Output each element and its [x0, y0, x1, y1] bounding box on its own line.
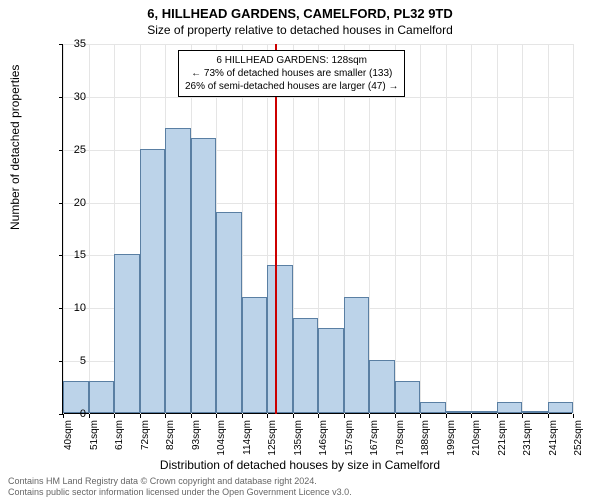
histogram-bar [344, 297, 370, 413]
footer-attribution: Contains HM Land Registry data © Crown c… [8, 476, 352, 498]
histogram-bar [293, 318, 319, 413]
histogram-bar [446, 411, 472, 413]
ytick-label: 15 [74, 249, 86, 261]
histogram-bar [471, 411, 497, 413]
ytick-label: 30 [74, 91, 86, 103]
xtick-label: 199sqm [446, 420, 457, 456]
histogram-bar [114, 254, 140, 413]
xtick-mark [114, 414, 115, 418]
xtick-mark [191, 414, 192, 418]
xtick-label: 135sqm [293, 420, 304, 456]
gridline-v [89, 44, 90, 414]
xtick-mark [497, 414, 498, 418]
histogram-bar [165, 128, 191, 413]
annot-line1: 6 HILLHEAD GARDENS: 128sqm [185, 54, 398, 67]
xtick-label: 82sqm [165, 420, 176, 450]
xtick-mark [242, 414, 243, 418]
xtick-mark [573, 414, 574, 418]
x-axis-label: Distribution of detached houses by size … [0, 458, 600, 472]
gridline-v [446, 44, 447, 414]
y-axis-label: Number of detached properties [8, 65, 22, 230]
histogram-bar [267, 265, 293, 413]
histogram-bar [89, 381, 115, 413]
xtick-mark [446, 414, 447, 418]
histogram-bar [395, 381, 421, 413]
footer-line2: Contains public sector information licen… [8, 487, 352, 498]
chart-area: 40sqm51sqm61sqm72sqm82sqm93sqm104sqm114s… [62, 44, 572, 414]
gridline-v [548, 44, 549, 414]
xtick-label: 104sqm [216, 420, 227, 456]
xtick-label: 221sqm [497, 420, 508, 456]
footer-line1: Contains HM Land Registry data © Crown c… [8, 476, 352, 487]
xtick-mark [395, 414, 396, 418]
xtick-label: 51sqm [89, 420, 100, 450]
xtick-mark [165, 414, 166, 418]
annot-line2: ← 73% of detached houses are smaller (13… [185, 67, 398, 80]
ytick-label: 20 [74, 197, 86, 209]
xtick-label: 252sqm [573, 420, 584, 456]
xtick-label: 114sqm [242, 420, 253, 455]
xtick-mark [318, 414, 319, 418]
xtick-mark [548, 414, 549, 418]
histogram-bar [522, 411, 548, 413]
histogram-bar [140, 149, 166, 413]
ytick-label: 0 [80, 408, 86, 420]
gridline-v [522, 44, 523, 414]
ytick-label: 25 [74, 144, 86, 156]
xtick-mark [344, 414, 345, 418]
histogram-bar [548, 402, 574, 413]
gridline-v [420, 44, 421, 414]
xtick-label: 231sqm [522, 420, 533, 456]
histogram-bar [420, 402, 446, 413]
plot-region: 40sqm51sqm61sqm72sqm82sqm93sqm104sqm114s… [62, 44, 572, 414]
histogram-bar [191, 138, 217, 413]
reference-line [275, 44, 277, 414]
histogram-bar [242, 297, 268, 413]
annot-line3: 26% of semi-detached houses are larger (… [185, 80, 398, 93]
xtick-mark [471, 414, 472, 418]
xtick-label: 61sqm [114, 420, 125, 450]
xtick-label: 125sqm [267, 420, 278, 456]
gridline-v [369, 44, 370, 414]
xtick-mark [420, 414, 421, 418]
histogram-bar [216, 212, 242, 413]
xtick-label: 241sqm [548, 420, 559, 456]
xtick-mark [369, 414, 370, 418]
xtick-mark [140, 414, 141, 418]
xtick-label: 157sqm [344, 420, 355, 456]
gridline-v [63, 44, 64, 414]
ytick-label: 35 [74, 38, 86, 50]
ytick-label: 10 [74, 302, 86, 314]
page-supertitle: 6, HILLHEAD GARDENS, CAMELFORD, PL32 9TD [0, 0, 600, 21]
annotation-box: 6 HILLHEAD GARDENS: 128sqm← 73% of detac… [178, 50, 405, 97]
xtick-mark [89, 414, 90, 418]
xtick-label: 178sqm [395, 420, 406, 456]
xtick-mark [522, 414, 523, 418]
xtick-label: 93sqm [191, 420, 202, 450]
ytick-label: 5 [80, 355, 86, 367]
xtick-label: 210sqm [471, 420, 482, 456]
histogram-bar [369, 360, 395, 413]
gridline-v [471, 44, 472, 414]
xtick-mark [267, 414, 268, 418]
histogram-bar [497, 402, 523, 413]
xtick-label: 40sqm [63, 420, 74, 450]
xtick-mark [216, 414, 217, 418]
histogram-bar [318, 328, 344, 413]
gridline-v [395, 44, 396, 414]
xtick-label: 188sqm [420, 420, 431, 456]
xtick-label: 72sqm [140, 420, 151, 450]
xtick-label: 167sqm [369, 420, 380, 456]
xtick-mark [63, 414, 64, 418]
gridline-v [573, 44, 574, 414]
xtick-label: 146sqm [318, 420, 329, 456]
xtick-mark [293, 414, 294, 418]
gridline-v [497, 44, 498, 414]
page-subtitle: Size of property relative to detached ho… [0, 21, 600, 37]
